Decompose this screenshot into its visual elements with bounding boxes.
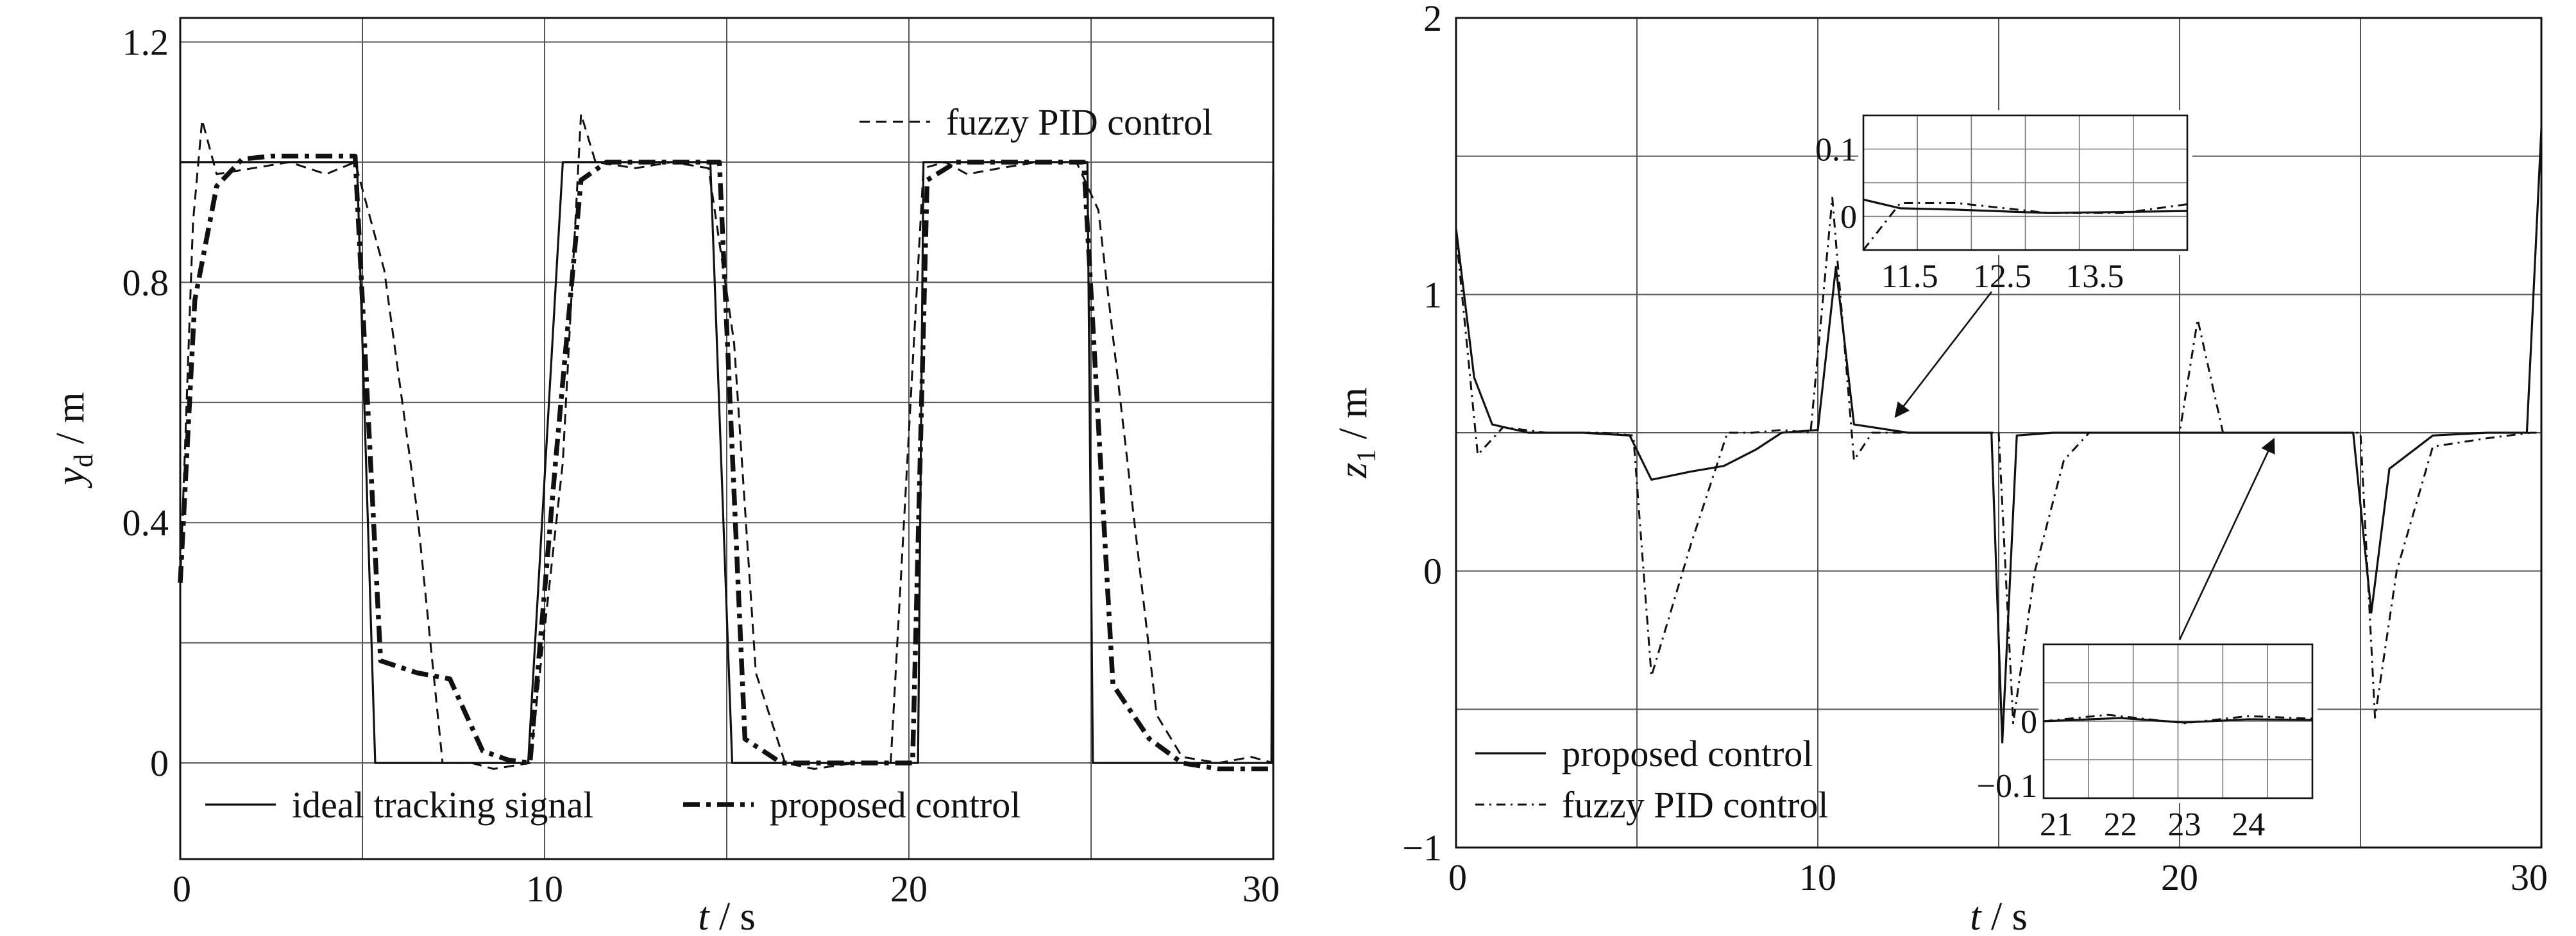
- left-y-tick-label: 1.2: [123, 21, 169, 63]
- inset-2-x-tick-label: 24: [2232, 806, 2265, 843]
- left-plot-frame: [179, 17, 1275, 860]
- right-gridlines: [1456, 18, 2541, 848]
- chart-left: 0 10 20 30 0 0.4 0.8 1.2 t / s yd / m ideal tra…: [49, 17, 1280, 936]
- left-legend-ideal-label: ideal tracking signal: [292, 784, 593, 826]
- inset-1-y-tick-label: 0: [1840, 199, 1857, 236]
- left-tick-labels: 0 10 20 30 0 0.4 0.8 1.2: [123, 21, 1280, 910]
- axis-label-var: t: [1970, 895, 1982, 936]
- left-legend-proposed-label: proposed control: [770, 784, 1021, 826]
- inset-1-x-tick-label: 12.5: [1973, 258, 2031, 295]
- left-legend: ideal tracking signal proposed control fuz…: [205, 101, 1213, 826]
- inset-1-series-line-1: [1862, 202, 2188, 251]
- inset-2-pointer-arrow: [2178, 437, 2275, 640]
- right-series-line-0: [1455, 128, 2543, 744]
- inset-1-y-tick-label: 0.1: [1815, 132, 1857, 169]
- inset-2-x-tick-label: 22: [2104, 806, 2137, 843]
- inset-2-x-tick-label: 23: [2167, 806, 2201, 843]
- inset-1-frame: [1862, 114, 2189, 251]
- right-x-tick-label: 20: [2161, 857, 2198, 898]
- axis-label-unit: / m: [49, 392, 92, 454]
- left-x-tick-label: 30: [1242, 868, 1280, 910]
- left-legend-fuzzy-label: fuzzy PID control: [946, 101, 1213, 143]
- axis-label-subscript: d: [69, 454, 99, 467]
- left-series-line-1: [178, 153, 1273, 772]
- right-y-axis-label: z1 / m: [1332, 387, 1382, 479]
- left-gridlines: [180, 18, 1273, 859]
- left-x-tick-label: 20: [890, 868, 928, 910]
- axis-label-subscript: 1: [1352, 449, 1382, 463]
- right-x-tick-label: 10: [1799, 857, 1836, 898]
- left-x-axis-label: t / s: [698, 895, 756, 936]
- left-x-tick-label: 0: [173, 868, 191, 910]
- left-series-line-2: [179, 113, 1274, 770]
- left-series: [178, 113, 1275, 772]
- left-y-axis-label: yd / m: [49, 392, 99, 489]
- inset-1-pointer-arrow: [1894, 291, 1993, 418]
- inset-1-x-tick-label: 13.5: [2065, 258, 2124, 295]
- right-x-tick-label: 30: [2511, 857, 2548, 898]
- right-y-tick-label: −1: [1402, 827, 1442, 869]
- right-legend-fuzzy-label: fuzzy PID control: [1562, 784, 1829, 826]
- right-legend: proposed control fuzzy PID control: [1475, 733, 1829, 826]
- inset-2-y-tick-label: −0.1: [1977, 768, 2037, 805]
- inset-2-y-tick-label: 0: [2021, 704, 2037, 740]
- right-insets: 11.5 12.5 13.5 0 0.1 21 22 23 24 −0.1 0: [1815, 110, 2318, 843]
- right-y-tick-label: 1: [1423, 274, 1442, 315]
- right-y-tick-label: 2: [1423, 0, 1442, 39]
- axis-label-var: t: [698, 895, 710, 936]
- inset-1-x-tick-label: 11.5: [1881, 258, 1938, 295]
- right-series: [1455, 128, 2543, 744]
- axis-label-var: z: [1332, 463, 1375, 479]
- left-y-tick-label: 0: [150, 742, 169, 784]
- right-series-line-1: [1455, 196, 2541, 724]
- left-x-tick-label: 10: [526, 868, 563, 910]
- inset-2-x-tick-label: 21: [2040, 806, 2073, 843]
- right-plot-frame: [1455, 17, 2543, 849]
- axis-label-var: y: [49, 467, 92, 489]
- right-x-axis-label: t / s: [1970, 895, 2028, 936]
- inset-2-frame: [2042, 643, 2314, 799]
- left-y-tick-label: 0.8: [123, 262, 169, 303]
- axis-label-unit: / s: [1981, 895, 2027, 936]
- right-inset-arrows: [1894, 291, 2275, 640]
- inset-1: 11.5 12.5 13.5 0 0.1: [1815, 110, 2192, 295]
- right-legend-proposed-label: proposed control: [1562, 733, 1813, 774]
- inset-2-series-line-1: [2043, 714, 2313, 724]
- right-y-tick-label: 0: [1423, 551, 1442, 592]
- right-x-tick-label: 0: [1448, 857, 1467, 898]
- inset-2: 21 22 23 24 −0.1 0: [1977, 639, 2318, 843]
- left-y-tick-label: 0.4: [123, 502, 169, 544]
- axis-label-unit: / s: [709, 895, 755, 936]
- axis-label-unit: / m: [1332, 387, 1375, 449]
